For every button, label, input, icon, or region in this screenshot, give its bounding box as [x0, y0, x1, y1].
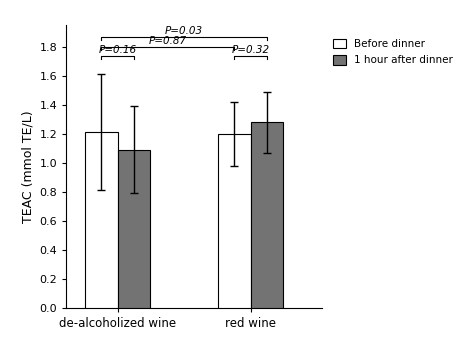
Bar: [85, 132, 118, 308]
Text: P=0.32: P=0.32: [232, 45, 270, 55]
Bar: [251, 122, 283, 308]
Text: P=0.16: P=0.16: [99, 45, 137, 55]
Bar: [118, 150, 150, 308]
Bar: [218, 134, 251, 308]
Text: P=0.87: P=0.87: [149, 36, 187, 46]
Legend: Before dinner, 1 hour after dinner: Before dinner, 1 hour after dinner: [330, 36, 456, 69]
Y-axis label: TEAC (mmol TE/L): TEAC (mmol TE/L): [21, 110, 34, 223]
Text: P=0.03: P=0.03: [165, 26, 203, 36]
